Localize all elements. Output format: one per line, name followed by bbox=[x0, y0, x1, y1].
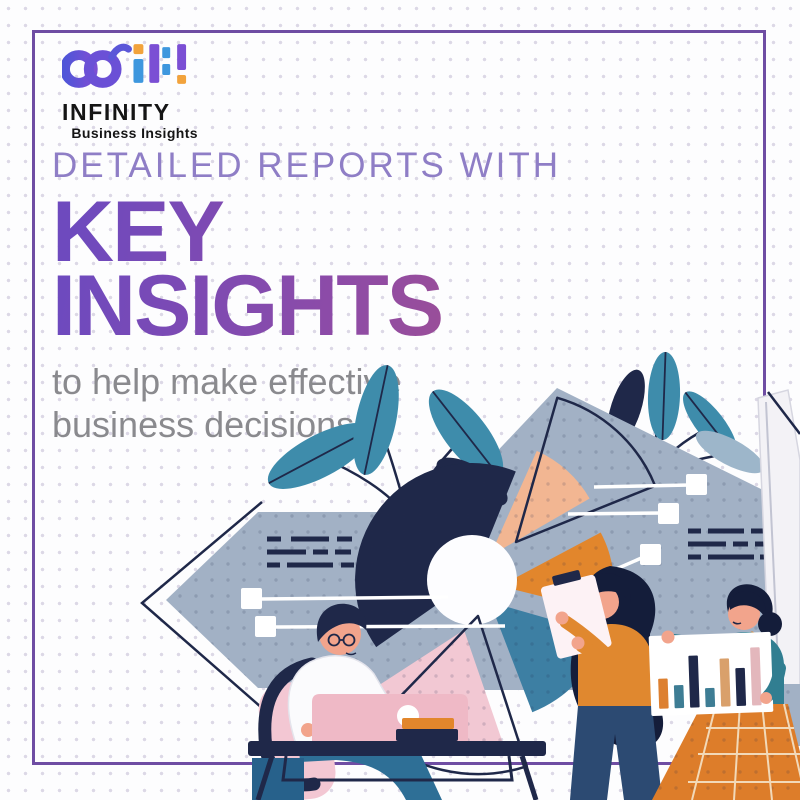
brand-name: INFINITY bbox=[62, 99, 171, 125]
poster-bar bbox=[658, 678, 669, 709]
donut-outline-wedge bbox=[514, 396, 657, 544]
poster-bar bbox=[750, 647, 762, 706]
glasses-icon bbox=[327, 633, 356, 647]
donut-segment-peach bbox=[490, 450, 590, 556]
brand-subtitle: Business Insights bbox=[71, 125, 198, 141]
tagline-line1: to help make effective bbox=[52, 360, 402, 402]
brand-logo-mark-icon bbox=[62, 43, 187, 88]
poster-bar bbox=[735, 667, 747, 707]
book-navy bbox=[396, 729, 458, 741]
right-panel-text-lines bbox=[688, 528, 770, 560]
headline-kicker: DETAILED REPORTS WITH bbox=[52, 146, 561, 185]
man-hair bbox=[316, 603, 367, 642]
book-orange bbox=[402, 718, 454, 729]
callout-squares bbox=[241, 474, 707, 637]
donut-hole bbox=[427, 535, 517, 625]
woman-with-bar-chart bbox=[648, 584, 800, 800]
desk-scene bbox=[248, 603, 546, 800]
poster-bar bbox=[688, 655, 700, 708]
poster-bar-chart bbox=[648, 631, 774, 717]
brand-logo: INFINITY Business Insights bbox=[62, 38, 198, 141]
hair-bun bbox=[758, 612, 782, 636]
poster-bar bbox=[719, 658, 731, 707]
poster-bar bbox=[673, 684, 685, 709]
woman-with-clipboard bbox=[540, 566, 664, 800]
skirt bbox=[652, 703, 800, 800]
left-panel-outline bbox=[140, 501, 263, 709]
poster-bar bbox=[705, 687, 716, 708]
desk bbox=[248, 741, 546, 756]
left-panel-text-lines bbox=[267, 536, 354, 568]
legs bbox=[570, 706, 662, 800]
